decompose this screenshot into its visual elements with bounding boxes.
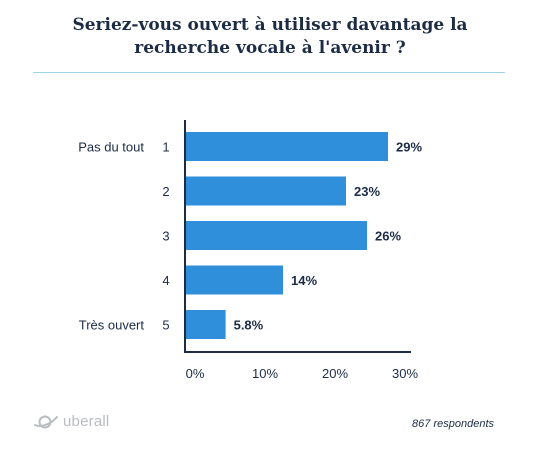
planet-icon	[34, 415, 58, 428]
value-label-5: 5.8%	[234, 318, 264, 333]
chart-title-line-1: Seriez-vous ouvert à utiliser davantage …	[72, 15, 468, 35]
category-label-2: 2	[162, 184, 169, 199]
x-tick-label-0: 0%	[186, 366, 205, 381]
bar-2	[185, 176, 346, 206]
respondents-count: 867 respondents	[412, 418, 494, 430]
value-label-1: 29%	[396, 140, 422, 155]
x-tick-label-10: 10%	[252, 366, 278, 381]
title-divider	[33, 72, 505, 73]
bar-5	[185, 310, 226, 339]
category-label-4: 4	[162, 273, 169, 288]
category-label-5: 5	[162, 318, 169, 333]
chart-title: Seriez-vous ouvert à utiliser davantage …	[0, 14, 540, 60]
brand-name: uberall	[63, 413, 110, 430]
x-tick-label-30: 30%	[392, 366, 418, 381]
bar-1	[185, 132, 388, 161]
value-label-3: 26%	[375, 229, 401, 244]
category-description-5: Très ouvert	[79, 318, 145, 333]
chart-title-line-2: recherche vocale à l'avenir ?	[134, 38, 406, 58]
value-label-2: 23%	[354, 184, 380, 199]
uberall-logo: uberall	[33, 413, 109, 430]
category-label-3: 3	[162, 229, 169, 244]
bar-3	[185, 221, 367, 250]
value-label-4: 14%	[291, 273, 317, 288]
category-label-1: 1	[162, 140, 169, 155]
bar-4	[185, 265, 283, 295]
x-tick-label-20: 20%	[322, 366, 348, 381]
category-description-1: Pas du tout	[78, 140, 144, 155]
